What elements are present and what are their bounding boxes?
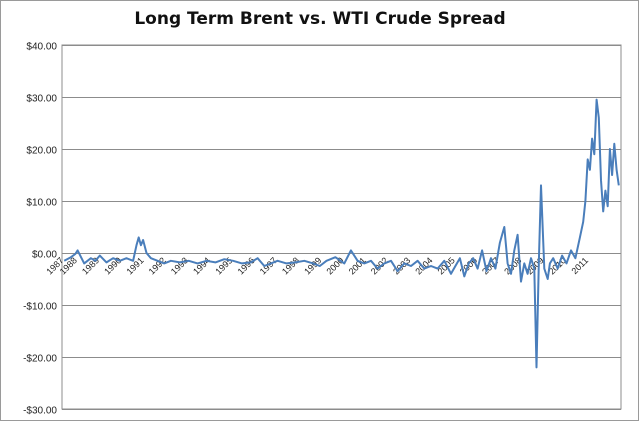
y-tick-label: -$10.00 [23, 302, 57, 313]
x-tick-label: 2011 [569, 255, 590, 276]
spread-line [63, 98, 620, 369]
chart-title: Long Term Brent vs. WTI Crude Spread [134, 9, 506, 29]
y-tick-label: -$30.00 [23, 406, 57, 417]
y-tick-label: $30.00 [26, 94, 57, 105]
x-tick-label: 2000 [324, 255, 345, 276]
x-tick-label: 1993 [169, 255, 190, 276]
x-tick-label: 1994 [191, 255, 212, 276]
y-tick-label: $0.00 [32, 250, 57, 261]
y-tick-label: $40.00 [26, 42, 57, 53]
x-tick-label: 1996 [236, 255, 257, 276]
y-tick-label: $20.00 [26, 146, 57, 157]
x-tick-label: 1998 [280, 255, 301, 276]
x-tick-label: 1992 [147, 255, 168, 276]
x-tick-label: 1997 [258, 255, 279, 276]
y-tick-label: -$20.00 [23, 354, 57, 365]
y-tick-label: $10.00 [26, 198, 57, 209]
